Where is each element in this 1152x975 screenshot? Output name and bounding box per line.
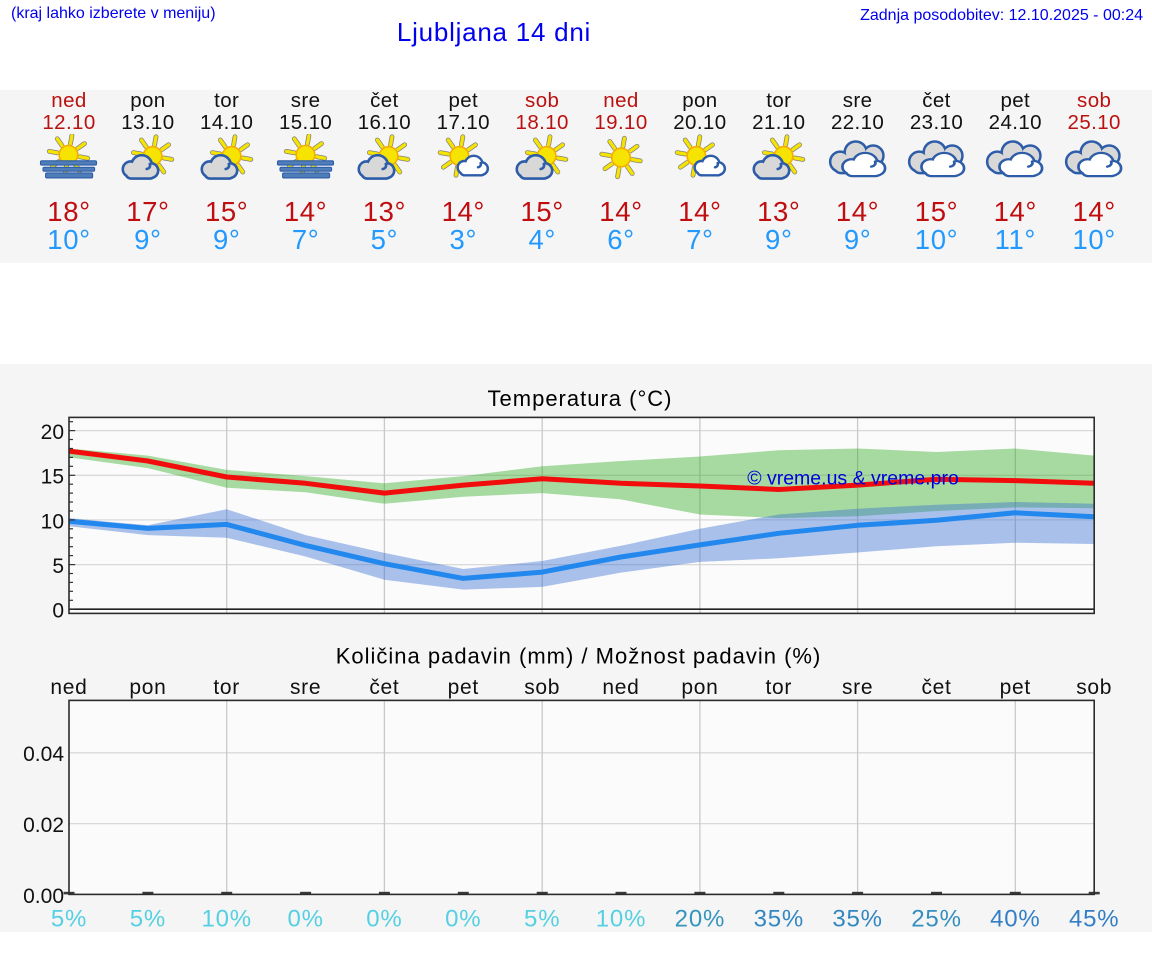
svg-text:0: 0	[52, 600, 64, 623]
svg-text:0.04: 0.04	[23, 743, 64, 766]
svg-text:čet: čet	[921, 676, 951, 699]
svg-text:Temperatura (°C): Temperatura (°C)	[488, 386, 673, 411]
svg-text:sob: sob	[524, 676, 560, 699]
svg-text:0.02: 0.02	[23, 814, 64, 837]
svg-text:5%: 5%	[524, 906, 560, 933]
svg-text:ned: ned	[602, 676, 639, 699]
svg-text:sob: sob	[1076, 676, 1112, 699]
svg-text:35%: 35%	[832, 906, 882, 933]
svg-text:5%: 5%	[130, 906, 166, 933]
svg-text:0%: 0%	[445, 906, 481, 933]
svg-text:sre: sre	[290, 676, 321, 699]
svg-text:Količina padavin (mm) / Možnos: Količina padavin (mm) / Možnost padavin …	[336, 644, 822, 669]
svg-text:tor: tor	[213, 676, 240, 699]
svg-text:0%: 0%	[287, 906, 323, 933]
svg-text:© vreme.us & vreme.pro: © vreme.us & vreme.pro	[747, 468, 959, 490]
svg-text:40%: 40%	[990, 906, 1040, 933]
svg-text:pet: pet	[448, 676, 479, 699]
svg-text:sre: sre	[842, 676, 873, 699]
svg-text:10: 10	[41, 510, 64, 533]
svg-text:pon: pon	[129, 676, 166, 699]
svg-text:5: 5	[52, 555, 64, 578]
svg-text:20%: 20%	[675, 906, 725, 933]
svg-text:15: 15	[41, 466, 64, 489]
svg-text:20: 20	[41, 421, 64, 444]
svg-text:pet: pet	[1000, 676, 1031, 699]
svg-text:pon: pon	[681, 676, 718, 699]
svg-text:35%: 35%	[754, 906, 804, 933]
svg-text:10%: 10%	[201, 906, 251, 933]
svg-text:0.00: 0.00	[23, 885, 64, 908]
svg-text:25%: 25%	[911, 906, 961, 933]
svg-text:10%: 10%	[596, 906, 646, 933]
svg-text:tor: tor	[765, 676, 792, 699]
svg-text:0%: 0%	[366, 906, 402, 933]
svg-text:ned: ned	[50, 676, 87, 699]
svg-text:5%: 5%	[51, 906, 87, 933]
svg-text:čet: čet	[369, 676, 399, 699]
svg-text:45%: 45%	[1069, 906, 1119, 933]
